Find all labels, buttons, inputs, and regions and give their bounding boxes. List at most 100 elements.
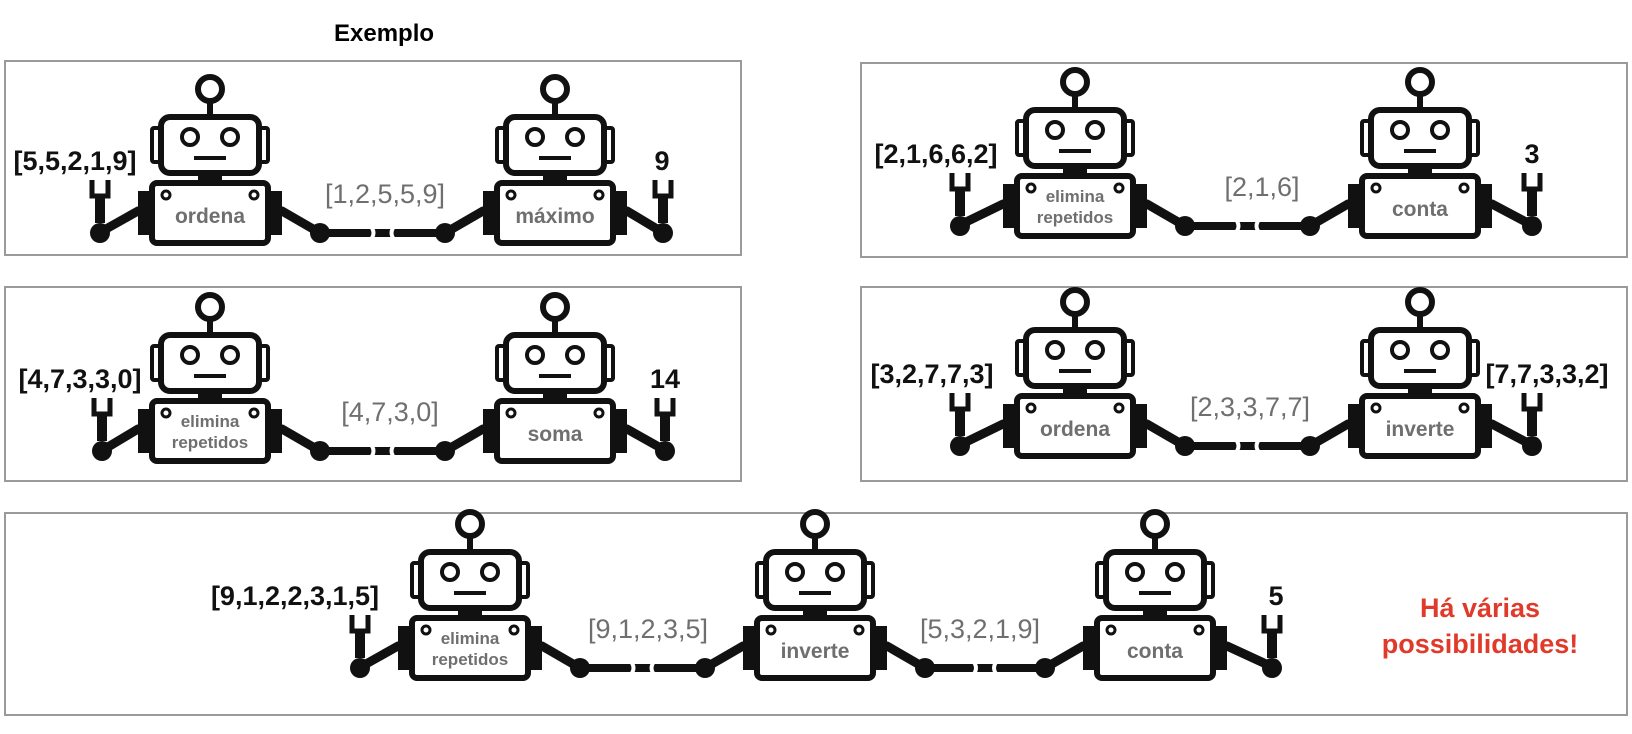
robot-body [494,398,616,464]
robot-head [418,549,522,611]
antenna-ball [1405,67,1435,97]
robot-icon: inverte [1348,287,1492,459]
shoulder-left [483,409,495,453]
robot-body [1359,393,1481,459]
arm-right [622,206,662,234]
input-list: [4,7,3,3,0] [18,364,141,394]
claw-grip [1521,173,1543,192]
robot-head [503,114,607,176]
claw-grip [89,180,111,199]
hand-grip-right [649,657,658,679]
intermediate-list: [5,3,2,1,9] [920,614,1040,644]
antenna-ball [195,292,225,322]
eye-right [1430,120,1450,140]
claw-grip [949,173,971,192]
eye-left [525,345,545,365]
shoulder-left [1348,184,1360,228]
robot-head [1023,327,1127,389]
shoulder-left [398,626,410,670]
robot-icon: inverte [743,509,887,681]
robot-head [158,332,262,394]
note-line-1: Há várias [1419,593,1541,623]
bolt-right [1113,402,1125,414]
robot-label-line-1: elimina [441,629,500,648]
output-value: 14 [650,364,680,394]
arm-right [1487,419,1531,447]
input-list: [5,5,2,1,9] [13,146,136,176]
neck [803,608,827,618]
robot-label: inverte [1386,418,1455,441]
bolt-left [505,189,517,201]
robot-label: ordena [175,205,245,228]
antenna-ball [1140,509,1170,539]
robot-icon: ordena [1003,287,1147,459]
shoulder-right [615,191,627,235]
robot-label: inverte [781,640,850,663]
neck [1408,386,1432,396]
shoulder-right [1480,184,1492,228]
claw-grip [349,615,371,634]
output-value: 5 [1268,581,1283,611]
neck [1063,386,1087,396]
input-claw [949,173,971,236]
robot-label-line-2: repetidos [432,650,509,669]
bolt-left [420,624,432,636]
robot-body [494,180,616,246]
eye-right [565,127,585,147]
arm-left [961,419,1008,447]
robot-head [1023,107,1127,169]
output-claw [1521,173,1543,236]
intermediate-list: [1,2,5,5,9] [325,179,445,209]
arm-left [103,424,143,452]
antenna-ball [1060,67,1090,97]
shoulder-right [1135,404,1147,448]
eye-right [1165,562,1185,582]
handshake-link [570,657,715,679]
eye-left [785,562,805,582]
hand-grip-right [992,657,1001,679]
output-value: 9 [654,146,669,176]
output-value: [7,7,3,3,2] [1485,359,1608,389]
bolt-left [160,407,172,419]
intermediate-list: [4,7,3,0] [341,397,439,427]
robot-icon: ordena [138,74,282,246]
shoulder-left [138,409,150,453]
shoulder-left [483,191,495,235]
handshake-link [1175,435,1320,457]
robot-body [754,615,876,681]
eye-left [1045,120,1065,140]
shoulder-left [138,191,150,235]
intermediate-list: [9,1,2,3,5] [588,614,708,644]
eye-right [565,345,585,365]
bolt-left [765,624,777,636]
shoulder-right [615,409,627,453]
robot-icon: conta [1348,67,1492,239]
bolt-left [1025,182,1037,194]
hand-grip-left [1232,215,1241,237]
arm-left [361,641,403,669]
robot-label-line-1: elimina [1046,187,1105,206]
robot-label: máximo [515,205,594,228]
antenna-ball [455,509,485,539]
robot-body [1014,393,1136,459]
eye-left [1390,120,1410,140]
robot-label: conta [1392,198,1448,221]
robot-icon: soma [483,292,627,464]
shoulder-right [1135,184,1147,228]
hand-grip-left [1232,435,1241,457]
robot-label: soma [528,423,583,446]
neck [543,391,567,401]
bolt-right [1458,402,1470,414]
antenna-ball [800,509,830,539]
robot-body [1359,173,1481,239]
claw-grip [652,180,674,199]
neck [1408,166,1432,176]
input-claw [91,398,113,461]
shoulder-left [1348,404,1360,448]
eye-left [440,562,460,582]
robot-icon: elimina repetidos [1003,67,1147,239]
eye-right [1085,340,1105,360]
bolt-right [1193,624,1205,636]
intermediate-list: [2,1,6] [1224,172,1299,202]
